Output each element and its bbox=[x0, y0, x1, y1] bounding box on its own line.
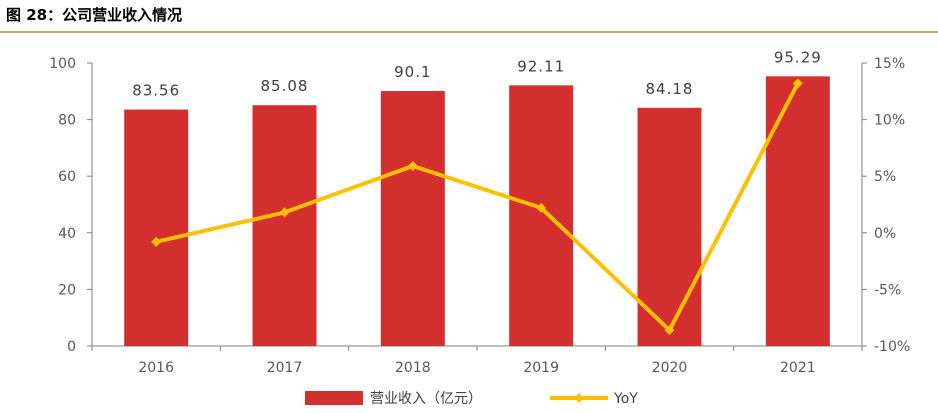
right-tick-label: -5% bbox=[874, 282, 901, 298]
yoy-point bbox=[664, 325, 675, 336]
yoy-line bbox=[155, 82, 800, 333]
right-tick-label: -10% bbox=[874, 339, 910, 355]
legend-bar-label: 营业收入（亿元） bbox=[370, 391, 482, 407]
bar-data-label: 90.1 bbox=[394, 63, 431, 81]
bar-data-label: 95.29 bbox=[774, 48, 822, 66]
left-tick-label: 20 bbox=[58, 282, 76, 298]
revenue-bar bbox=[252, 105, 317, 346]
legend-line-marker bbox=[574, 393, 584, 403]
left-tick-label: 80 bbox=[58, 113, 76, 129]
bar-data-label: 83.56 bbox=[132, 82, 180, 100]
revenue-bar bbox=[509, 85, 574, 346]
x-tick-label: 2020 bbox=[652, 360, 688, 376]
left-tick-label: 100 bbox=[49, 56, 76, 72]
left-tick-label: 0 bbox=[67, 339, 76, 355]
yoy-point bbox=[151, 236, 162, 247]
x-tick-label: 2021 bbox=[780, 360, 816, 376]
bar-data-label: 92.11 bbox=[517, 57, 565, 75]
x-tick-label: 2019 bbox=[523, 360, 559, 376]
left-tick-label: 40 bbox=[58, 226, 76, 242]
x-tick-label: 2018 bbox=[395, 360, 431, 376]
right-tick-label: 0% bbox=[874, 226, 896, 242]
right-tick-label: 5% bbox=[874, 169, 896, 185]
revenue-bar bbox=[380, 91, 445, 346]
x-tick-label: 2016 bbox=[138, 360, 174, 376]
left-tick-label: 60 bbox=[58, 169, 76, 185]
yoy-point bbox=[407, 161, 418, 172]
yoy-point bbox=[536, 202, 547, 213]
bar-data-label: 85.08 bbox=[261, 77, 309, 95]
revenue-bar bbox=[765, 76, 830, 347]
yoy-point bbox=[279, 207, 290, 218]
legend-line-label: YoY bbox=[613, 391, 638, 407]
legend-bar-swatch bbox=[305, 391, 363, 405]
yoy-point bbox=[792, 78, 803, 89]
right-tick-label: 15% bbox=[874, 56, 905, 72]
x-tick-label: 2017 bbox=[267, 360, 303, 376]
figure-title: 图 28：公司营业收入情况 bbox=[6, 6, 183, 24]
right-tick-label: 10% bbox=[874, 113, 905, 129]
revenue-bar bbox=[637, 107, 702, 346]
revenue-bar bbox=[124, 109, 189, 346]
bar-data-label: 84.18 bbox=[646, 80, 694, 98]
title-divider bbox=[0, 31, 938, 33]
